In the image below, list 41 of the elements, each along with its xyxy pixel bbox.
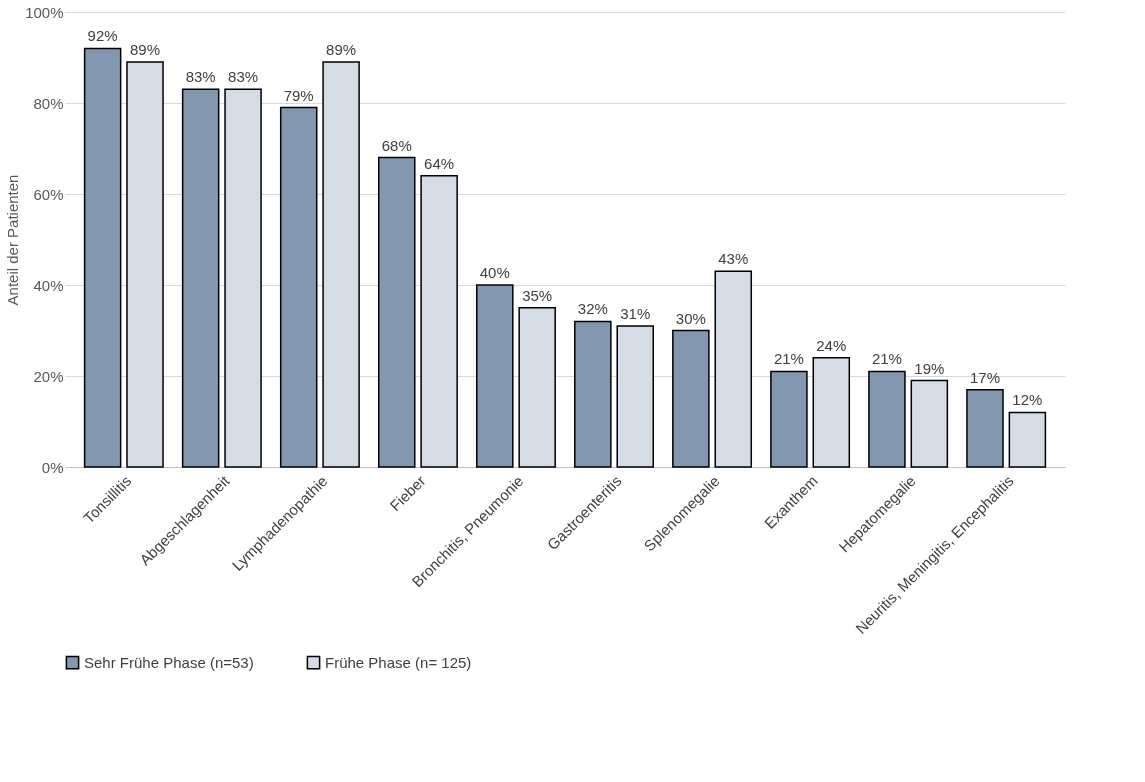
- data-label: 89%: [326, 41, 357, 59]
- data-label: 40%: [479, 264, 510, 281]
- data-label: 21%: [773, 350, 804, 368]
- bar: [910, 379, 949, 468]
- data-label: 17%: [969, 368, 1000, 386]
- y-tick-label: 0%: [41, 458, 64, 476]
- y-tick-label: 60%: [33, 185, 64, 203]
- data-label: 83%: [185, 68, 216, 86]
- y-tick-label: 40%: [33, 276, 64, 294]
- y-tick-label: 100%: [25, 3, 64, 21]
- bar: [966, 388, 1004, 468]
- y-tick-label: 80%: [33, 94, 64, 112]
- data-label: 43%: [718, 250, 749, 268]
- bar: [1008, 411, 1047, 468]
- y-tick-label: 20%: [33, 367, 64, 385]
- data-label: 12%: [1012, 391, 1043, 409]
- y-axis-title: Anteil der Patienten: [4, 174, 22, 306]
- data-label: 21%: [871, 350, 902, 368]
- data-label: 24%: [816, 336, 847, 354]
- bar: [279, 106, 318, 468]
- data-label: 30%: [675, 309, 706, 327]
- bar: [476, 284, 514, 468]
- data-label: 64%: [424, 154, 455, 172]
- data-label: 83%: [228, 68, 259, 86]
- legend-label: Sehr Frühe Phase (n=53): [84, 653, 254, 671]
- bar: [574, 320, 612, 468]
- bar: [181, 88, 220, 468]
- bar: [672, 329, 710, 468]
- bar: [83, 47, 122, 468]
- data-label: 32%: [577, 300, 608, 318]
- data-label: 68%: [381, 136, 412, 154]
- data-label: 19%: [914, 359, 945, 377]
- data-label: 79%: [283, 86, 314, 104]
- bar: [868, 370, 906, 468]
- legend-label: Frühe Phase (n= 125): [325, 653, 472, 671]
- data-label: 89%: [130, 41, 161, 59]
- bar: [770, 370, 808, 468]
- data-label: 35%: [522, 286, 553, 304]
- bar: [377, 156, 416, 468]
- data-label: 31%: [620, 304, 651, 322]
- data-label: 92%: [87, 27, 118, 45]
